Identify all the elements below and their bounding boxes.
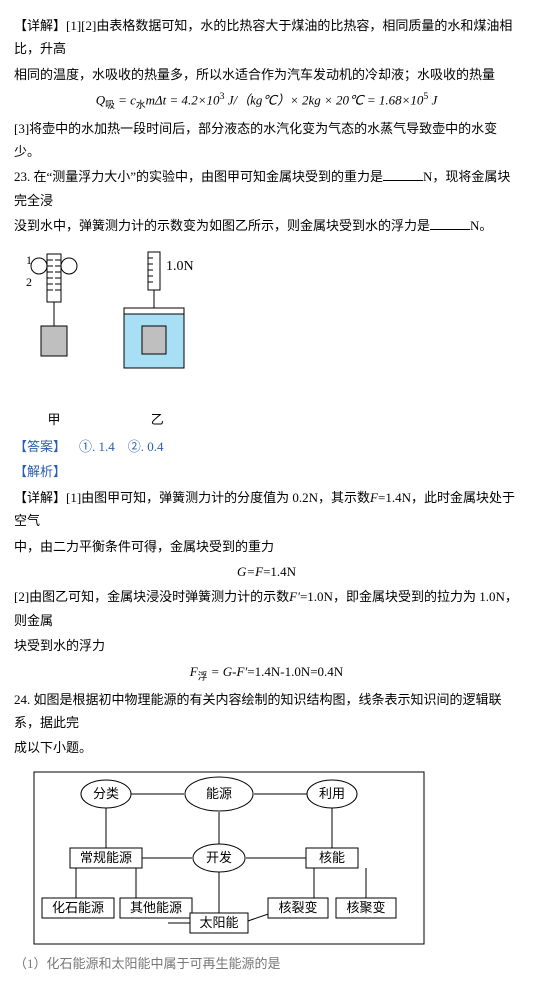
- d23-line3: [2]由图乙可知，金属块浸没时弹簧测力计的示数F′=1.0N，即金属块受到的拉力…: [14, 585, 519, 632]
- detail-p1-line1: 【详解】[1][2]由表格数据可知，水的比热容大于煤油的比热容，相同质量的水和煤…: [14, 14, 519, 61]
- detail-p1-line2: 相同的温度，水吸收的热量多，所以水适合作为汽车发动机的冷却液；水吸收的热量: [14, 63, 519, 86]
- svg-text:利用: 利用: [319, 786, 345, 801]
- q23-stem: 23. 在“测量浮力大小”的实验中，由图甲可知金属块受到的重力是N，现将金属块完…: [14, 165, 519, 212]
- svg-text:常规能源: 常规能源: [80, 850, 132, 865]
- q24-stem-l2: 成以下小题。: [14, 736, 519, 759]
- formula-q-absorb: Q吸 = c水mΔt = 4.2×103 J/（kg℃）× 2kg × 20℃ …: [14, 88, 519, 114]
- figure-captions-row: 甲 乙: [14, 408, 519, 431]
- caption-jia: 甲: [14, 408, 94, 431]
- scale-num-1: 1: [26, 253, 32, 267]
- answer-23: 【答案】 ①. 1.4 ②. 0.4: [14, 435, 519, 458]
- svg-text:太阳能: 太阳能: [199, 915, 238, 930]
- svg-text:核聚变: 核聚变: [346, 900, 385, 915]
- svg-text:核裂变: 核裂变: [278, 900, 317, 915]
- svg-text:分类: 分类: [93, 786, 119, 801]
- blank-2: [430, 217, 470, 230]
- reading-label: 1.0N: [166, 259, 194, 274]
- d23-line1: 【详解】[1]由图甲可知，弹簧测力计的分度值为 0.2N，其示数F=1.4N，此…: [14, 486, 519, 533]
- q23-stem-l2: 没到水中，弹簧测力计的示数变为如图乙所示，则金属块受到水的浮力是N。: [14, 214, 519, 237]
- q24-sub1: （1）化石能源和太阳能中属于可再生能源的是: [14, 952, 519, 975]
- svg-text:其他能源: 其他能源: [130, 900, 182, 915]
- svg-text:核能: 核能: [319, 850, 345, 865]
- caption-yi: 乙: [117, 408, 197, 431]
- formula-fbuoy: F浮 = G-F′=1.4N-1.0N=0.4N: [14, 660, 519, 686]
- d23-line2: 中，由二力平衡条件可得，金属块受到的重力: [14, 535, 519, 558]
- svg-text:能源: 能源: [206, 786, 232, 801]
- formula-g-eq-f: G=F=1.4N: [14, 560, 519, 583]
- detail-p3: [3]将壶中的水加热一段时间后，部分液态的水汽化变为气态的水蒸气导致壶中的水变少…: [14, 117, 519, 164]
- figure-jia-yi: 1 2 1.0N 甲 乙: [14, 248, 519, 431]
- blank-1: [383, 168, 423, 181]
- scale-num-2: 2: [26, 275, 32, 289]
- jiexi-23: 【解析】: [14, 460, 519, 483]
- flowchart-energy: 分类 能源 利用 常规能源 开发 核能 化石能源 其他能源 核裂变 核聚变 太阳…: [14, 768, 519, 948]
- d23-line4: 块受到水的浮力: [14, 634, 519, 657]
- svg-text:化石能源: 化石能源: [52, 900, 104, 915]
- q24-stem-l1: 24. 如图是根据初中物理能源的有关内容绘制的知识结构图，线条表示知识间的逻辑联…: [14, 688, 519, 735]
- svg-text:开发: 开发: [206, 850, 232, 865]
